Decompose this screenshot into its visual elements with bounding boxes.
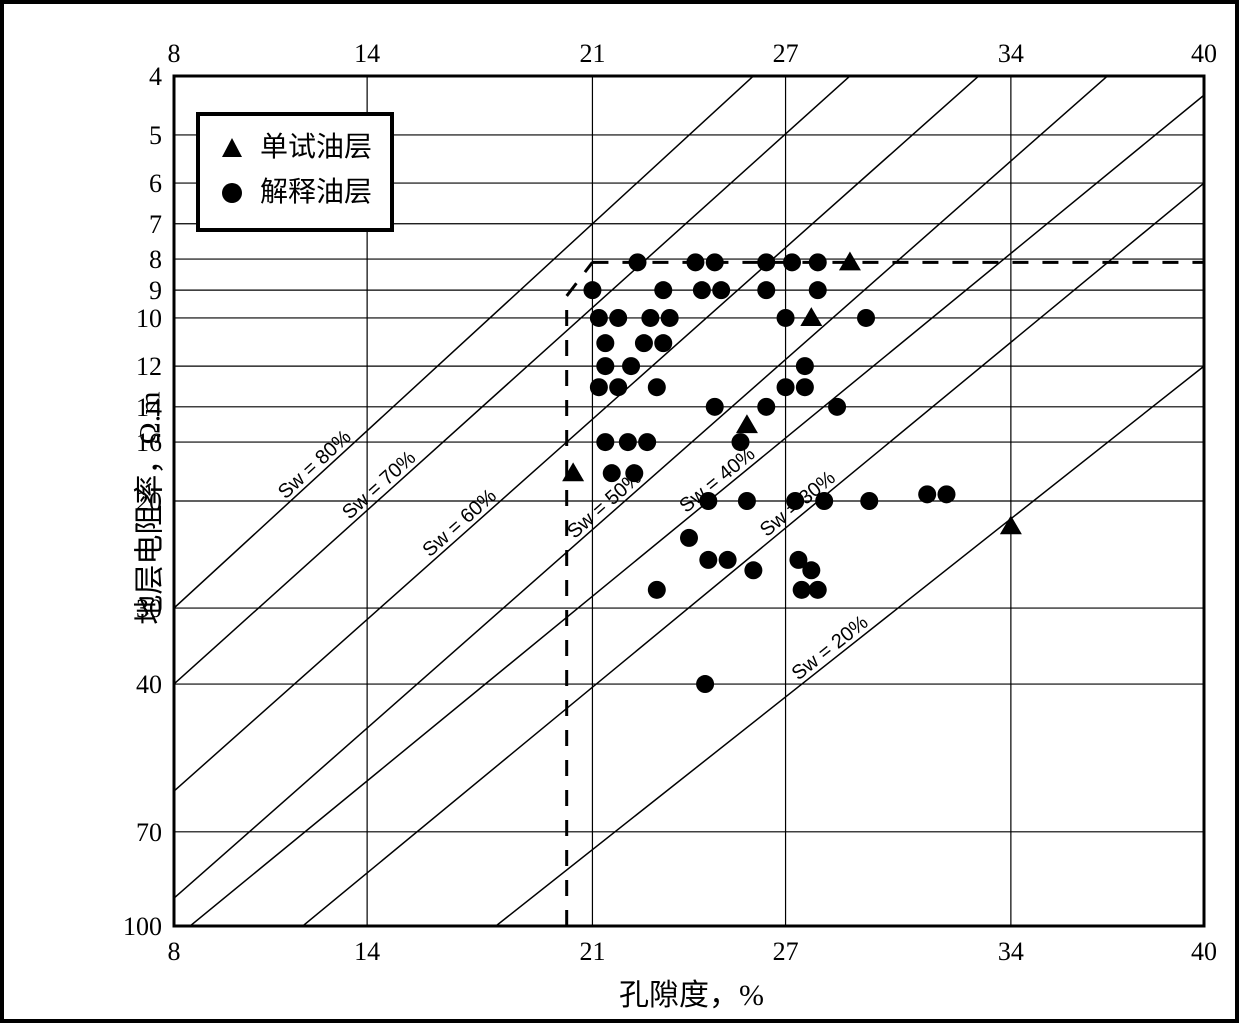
data-point-circle xyxy=(680,529,698,547)
circle-marker-icon xyxy=(218,179,246,207)
data-point-circle xyxy=(793,581,811,599)
data-point-circle xyxy=(828,398,846,416)
data-point-circle xyxy=(719,551,737,569)
x-axis-label: 孔隙度，% xyxy=(619,970,764,1014)
x-top-tick-label: 8 xyxy=(168,39,181,68)
data-point-circle xyxy=(596,357,614,375)
plot-svg: 8814142121272734344040456789101214162030… xyxy=(4,4,1239,1027)
x-tick-label: 8 xyxy=(168,937,181,966)
data-point-circle xyxy=(802,561,820,579)
data-point-circle xyxy=(638,433,656,451)
y-tick-label: 40 xyxy=(136,670,162,699)
plot-wrapper: 8814142121272734344040456789101214162030… xyxy=(4,4,1235,1019)
data-point-circle xyxy=(809,281,827,299)
data-point-circle xyxy=(786,492,804,510)
data-point-circle xyxy=(809,581,827,599)
data-point-circle xyxy=(712,281,730,299)
x-tick-label: 40 xyxy=(1191,937,1217,966)
data-point-circle xyxy=(590,309,608,327)
data-point-circle xyxy=(696,675,714,693)
triangle-marker-icon xyxy=(218,134,246,162)
legend-item: 解释油层 xyxy=(218,171,372,216)
x-top-tick-label: 34 xyxy=(998,39,1024,68)
data-point-circle xyxy=(635,334,653,352)
x-tick-label: 14 xyxy=(354,937,380,966)
data-point-circle xyxy=(809,253,827,271)
x-tick-label: 21 xyxy=(579,937,605,966)
x-top-tick-label: 27 xyxy=(773,39,799,68)
data-point-circle xyxy=(738,492,756,510)
data-point-circle xyxy=(648,581,666,599)
chart-frame: 8814142121272734344040456789101214162030… xyxy=(0,0,1239,1023)
sw-line-label: Sᴡ = 20% xyxy=(788,611,873,685)
data-point-circle xyxy=(654,281,672,299)
y-tick-label: 9 xyxy=(149,276,162,305)
data-point-circle xyxy=(699,492,717,510)
data-point-circle xyxy=(732,433,750,451)
sw-line-label: Sᴡ = 80% xyxy=(274,426,356,504)
data-point-circle xyxy=(583,281,601,299)
legend-label: 解释油层 xyxy=(260,171,372,216)
data-point-circle xyxy=(706,398,724,416)
y-tick-label: 70 xyxy=(136,818,162,847)
x-top-tick-label: 21 xyxy=(579,39,605,68)
y-axis-label: 地层电阻率，Ω.m xyxy=(125,391,169,624)
sw-line-label: Sᴡ = 70% xyxy=(338,447,420,524)
data-point-circle xyxy=(783,253,801,271)
data-point-circle xyxy=(918,485,936,503)
data-point-circle xyxy=(596,433,614,451)
y-tick-label: 8 xyxy=(149,245,162,274)
data-point-circle xyxy=(777,378,795,396)
y-tick-label: 4 xyxy=(149,62,162,91)
legend: 单试油层解释油层 xyxy=(196,112,394,232)
y-tick-label: 100 xyxy=(123,912,162,941)
data-point-circle xyxy=(648,378,666,396)
data-point-circle xyxy=(619,433,637,451)
data-point-circle xyxy=(699,551,717,569)
y-tick-label: 7 xyxy=(149,210,162,239)
data-point-circle xyxy=(609,378,627,396)
data-point-circle xyxy=(860,492,878,510)
data-point-circle xyxy=(596,334,614,352)
data-point-circle xyxy=(590,378,608,396)
legend-label: 单试油层 xyxy=(260,126,372,171)
x-top-tick-label: 40 xyxy=(1191,39,1217,68)
data-point-circle xyxy=(629,253,647,271)
data-point-circle xyxy=(661,309,679,327)
data-point-circle xyxy=(609,309,627,327)
data-point-circle xyxy=(757,398,775,416)
y-tick-label: 12 xyxy=(136,352,162,381)
data-point-circle xyxy=(744,561,762,579)
x-tick-label: 27 xyxy=(773,937,799,966)
data-point-triangle xyxy=(736,414,758,433)
data-point-circle xyxy=(815,492,833,510)
y-tick-label: 5 xyxy=(149,121,162,150)
data-point-circle xyxy=(857,309,875,327)
data-point-circle xyxy=(777,309,795,327)
legend-item: 单试油层 xyxy=(218,126,372,171)
data-point-circle xyxy=(625,464,643,482)
data-point-circle xyxy=(686,253,704,271)
data-point-circle xyxy=(706,253,724,271)
y-tick-label: 10 xyxy=(136,304,162,333)
data-point-circle xyxy=(796,378,814,396)
x-tick-label: 34 xyxy=(998,937,1024,966)
data-point-circle xyxy=(796,357,814,375)
data-point-circle xyxy=(938,485,956,503)
data-point-triangle xyxy=(800,307,822,326)
data-point-circle xyxy=(654,334,672,352)
data-point-circle xyxy=(622,357,640,375)
data-point-circle xyxy=(693,281,711,299)
sw-line-label: Sᴡ = 60% xyxy=(419,485,502,562)
x-top-tick-label: 14 xyxy=(354,39,380,68)
data-point-circle xyxy=(603,464,621,482)
y-tick-label: 6 xyxy=(149,169,162,198)
data-point-circle xyxy=(757,253,775,271)
data-point-circle xyxy=(641,309,659,327)
data-point-circle xyxy=(757,281,775,299)
